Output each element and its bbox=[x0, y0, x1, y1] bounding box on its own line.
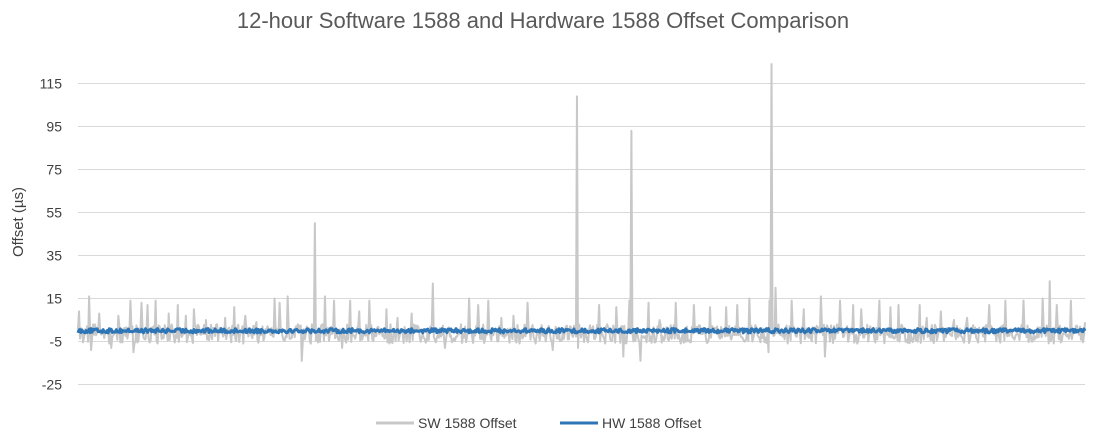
y-axis-label: Offset (µs) bbox=[10, 187, 27, 257]
chart-title: 12-hour Software 1588 and Hardware 1588 … bbox=[237, 8, 849, 33]
series-lines bbox=[76, 63, 1087, 362]
legend-label-sw: SW 1588 Offset bbox=[418, 415, 517, 431]
legend-label-hw: HW 1588 Offset bbox=[602, 415, 701, 431]
grid-lines bbox=[78, 83, 1085, 385]
y-tick-label-6: 95 bbox=[46, 119, 62, 135]
legend: SW 1588 Offset HW 1588 Offset bbox=[376, 415, 701, 431]
sw-offset-line bbox=[77, 63, 1086, 362]
hw-offset-line bbox=[76, 327, 1087, 335]
y-tick-label-2: 15 bbox=[46, 291, 62, 307]
y-tick-label-7: 115 bbox=[40, 76, 63, 92]
y-tick-label-1: -5 bbox=[50, 334, 63, 350]
y-tick-labels: -25 -5 15 35 55 75 95 115 bbox=[40, 76, 63, 393]
y-tick-label-0: -25 bbox=[42, 377, 62, 393]
y-tick-label-5: 75 bbox=[46, 162, 62, 178]
y-tick-label-4: 55 bbox=[46, 205, 62, 221]
y-tick-label-3: 35 bbox=[46, 248, 62, 264]
